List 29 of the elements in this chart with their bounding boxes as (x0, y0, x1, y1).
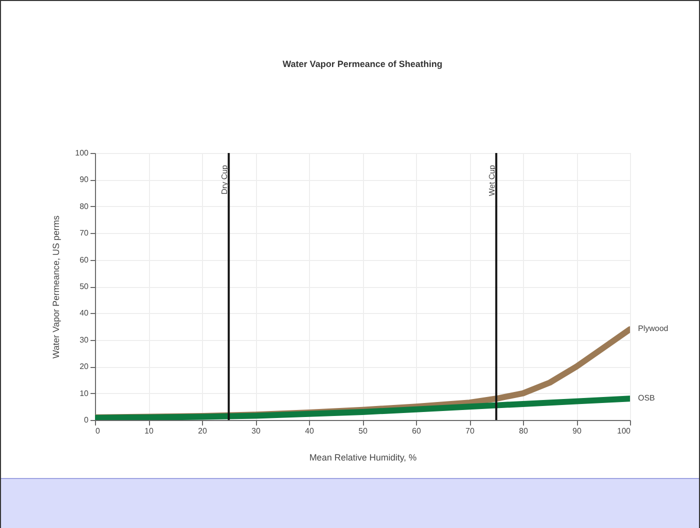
y-tick-label: 30 (80, 335, 90, 344)
x-tick-label: 20 (198, 426, 208, 436)
ref-line-label: Wet Cup (487, 164, 496, 196)
y-tick-label: 40 (80, 308, 90, 318)
y-tick-label: 60 (80, 255, 90, 264)
series-label: OSB (638, 394, 655, 403)
x-tick-label: 60 (412, 426, 422, 436)
x-tick-label: 0 (96, 426, 100, 436)
y-tick-label: 50 (80, 282, 90, 291)
x-tick-label: 90 (572, 426, 582, 436)
ref-line-label: Dry Cup (220, 164, 229, 194)
x-tick-label: 50 (358, 426, 368, 436)
y-tick-label: 90 (80, 175, 90, 184)
y-tick-label: 100 (75, 148, 90, 158)
series-label: Plywood (638, 324, 668, 334)
x-axis-title: Mean Relative Humidity, % (309, 452, 417, 462)
x-tick-label: 100 (617, 426, 632, 436)
chart-title: Water Vapor Permeance of Sheathing (282, 59, 442, 69)
y-tick-label: 80 (80, 202, 90, 211)
y-tick-label: 70 (80, 228, 90, 238)
x-tick-label: 30 (252, 426, 261, 436)
y-tick-label: 20 (80, 362, 90, 372)
x-tick-label: 70 (466, 426, 475, 436)
y-axis-title: Water Vapor Permeance, US perms (51, 214, 62, 359)
x-tick-label: 40 (305, 426, 314, 436)
y-tick-label: 0 (84, 416, 90, 424)
x-tick-label: 80 (519, 426, 528, 436)
y-tick-label: 10 (80, 388, 90, 398)
x-tick-label: 10 (144, 426, 154, 436)
